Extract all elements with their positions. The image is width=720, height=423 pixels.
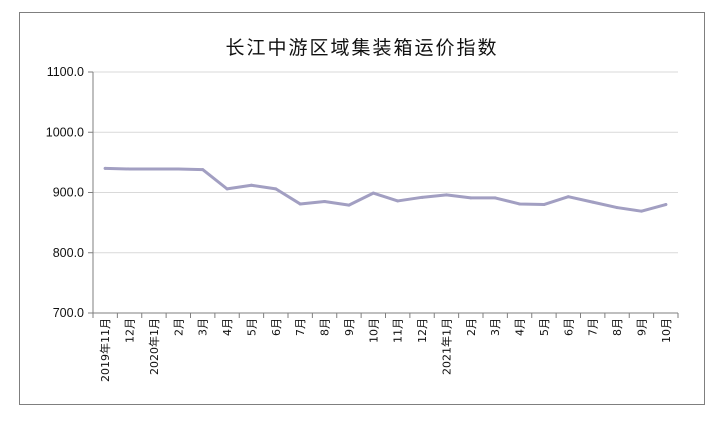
data-point	[225, 187, 229, 191]
axes	[88, 71, 679, 318]
data-point	[493, 196, 497, 200]
x-tick-label: 3月	[489, 318, 502, 336]
data-point	[103, 166, 107, 170]
x-tick-label: 2020年1月	[147, 318, 161, 375]
x-tick-label: 2月	[465, 318, 478, 336]
data-point	[274, 187, 278, 191]
y-tick-label: 800.0	[53, 246, 84, 260]
y-tick-label: 1000.0	[46, 125, 84, 139]
data-point	[323, 200, 327, 204]
x-tick-label: 2019年11月	[98, 318, 112, 382]
data-point	[518, 202, 522, 206]
data-point	[128, 167, 132, 171]
data-point	[664, 203, 668, 207]
x-tick-label: 11月	[392, 318, 405, 343]
x-tick-label: 7月	[587, 318, 600, 336]
chart-title: 长江中游区域集装箱运价指数	[225, 37, 499, 59]
data-point	[396, 199, 400, 203]
data-point	[298, 202, 302, 206]
data-point	[347, 203, 351, 207]
y-tick-label: 700.0	[53, 306, 84, 320]
data-point	[371, 191, 375, 195]
data-point	[420, 195, 424, 199]
x-tick-label: 9月	[635, 318, 648, 336]
data-point	[639, 209, 643, 213]
x-tick-label: 6月	[562, 318, 575, 336]
data-point	[469, 196, 473, 200]
x-tick-label: 6月	[270, 318, 283, 336]
y-tick-labels: 1100.0 1000.0 900.0 800.0 700.0	[46, 65, 84, 320]
data-point	[249, 183, 253, 187]
x-tick-label: 10月	[660, 318, 673, 343]
x-tick-label: 8月	[319, 318, 332, 336]
data-point	[566, 195, 570, 199]
series-layer	[103, 166, 668, 213]
data-point	[152, 167, 156, 171]
x-tick-label: 4月	[221, 318, 234, 336]
x-tick-label: 9月	[343, 318, 356, 336]
x-tick-label: 12月	[124, 318, 137, 343]
data-point	[201, 168, 205, 172]
series-line	[103, 166, 668, 213]
data-point	[615, 206, 619, 210]
x-tick-label: 8月	[611, 318, 624, 336]
x-tick-label: 5月	[538, 318, 551, 336]
x-tick-label: 4月	[514, 318, 527, 336]
x-tick-label: 7月	[294, 318, 307, 336]
x-tick-label: 5月	[245, 318, 258, 336]
data-point	[444, 193, 448, 197]
gridlines	[93, 71, 678, 254]
y-tick-label: 900.0	[53, 186, 84, 200]
data-point	[542, 203, 546, 207]
x-tick-label: 2021年1月	[439, 318, 453, 375]
data-point	[176, 167, 180, 171]
x-tick-label: 10月	[367, 318, 380, 343]
x-tick-label: 12月	[416, 318, 429, 343]
x-tick-label: 2月	[172, 318, 185, 336]
y-tick-label: 1100.0	[47, 65, 84, 79]
data-point	[591, 200, 595, 204]
x-tick-label: 3月	[197, 318, 210, 336]
chart-frame: 长江中游区域集装箱运价指数	[19, 12, 705, 405]
x-tick-labels: 2019年11月 12月 2020年1月 2月 3月 4月 5月 6月 7月 8月 9月 10月 11月…	[98, 318, 673, 382]
